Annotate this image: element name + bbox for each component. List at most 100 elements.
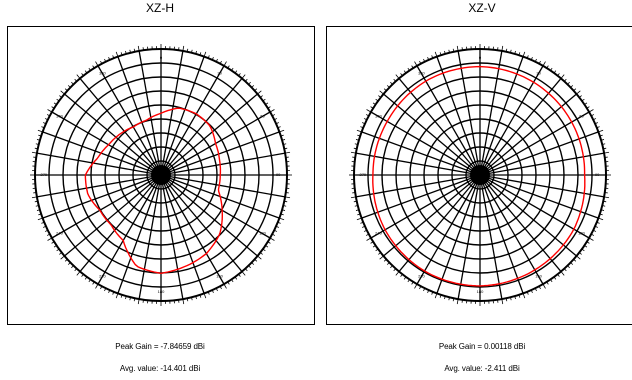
outer-tick-350 [456,45,459,51]
outer-tick-242 [365,233,369,236]
outer-tick-234 [375,248,379,252]
outer-tick-28 [538,60,541,64]
outer-tick-50 [257,90,262,95]
outer-tick-214 [407,279,410,283]
outer-tick-18 [199,52,202,56]
outer-tick-198 [439,294,442,298]
outer-tick-132 [573,259,577,262]
grid-spoke-300 [370,111,481,176]
outer-tick-298 [46,114,50,117]
outer-tick-320 [76,74,81,79]
outer-tick-236 [372,245,376,248]
outer-tick-142 [238,274,241,277]
outer-tick-114 [594,225,599,228]
outer-tick-64 [274,118,278,121]
outer-tick-40 [241,74,246,79]
outer-tick-118 [591,233,595,236]
outer-tick-110 [279,217,285,221]
outer-tick-320 [395,74,400,79]
outer-tick-170 [182,299,185,305]
outer-tick-210 [95,283,99,289]
grid-spoke-310 [383,93,481,176]
outer-tick-310 [60,90,65,95]
outer-tick-338 [112,55,115,59]
outer-tick-28 [219,60,222,64]
chart-title-xz-v: XZ-V [468,1,496,15]
outer-tick-106 [601,209,605,211]
outer-tick-70 [279,129,285,133]
outer-tick-58 [267,106,271,109]
outer-tick-340 [434,51,438,57]
grid-spoke-160 [479,174,524,294]
outer-tick-22 [526,55,529,59]
outer-tick-336 [108,56,111,61]
outer-tick-64 [593,118,597,121]
outer-tick-144 [234,276,238,280]
outer-tick-160 [203,293,207,299]
outer-tick-236 [53,245,57,248]
outer-tick-342 [120,52,123,56]
outer-tick-150 [223,283,227,289]
outer-tick-16 [514,50,516,54]
outer-tick-308 [378,95,381,98]
outer-tick-134 [251,262,255,265]
outer-tick-322 [81,73,84,76]
angle-label-180: 180 [158,289,165,294]
outer-tick-332 [100,60,103,64]
outer-tick-212 [411,281,414,285]
outer-tick-250 [356,217,362,221]
outer-tick-166 [510,297,512,301]
grid-spoke-140 [479,174,562,272]
outer-tick-246 [361,225,366,228]
outer-tick-148 [227,281,230,285]
outer-tick-330 [95,61,99,67]
grid-spoke-30 [479,65,544,176]
outer-tick-130 [257,255,262,260]
outer-tick-100 [604,196,610,199]
grid-spoke-30 [160,65,225,176]
outer-tick-128 [579,252,582,255]
outer-tick-290 [37,129,43,133]
outer-tick-308 [59,95,62,98]
outer-tick-130 [576,255,581,260]
outer-tick-212 [92,281,95,285]
outer-tick-228 [64,259,68,262]
outer-tick-152 [219,286,222,290]
outer-tick-26 [534,58,537,62]
outer-tick-286 [36,139,40,141]
outer-tick-76 [602,143,606,145]
outer-tick-328 [411,65,414,69]
outer-tick-244 [363,229,367,232]
grid-spoke-50 [160,93,258,176]
grid-spoke-250 [361,174,481,219]
outer-tick-300 [366,109,372,113]
grid-spoke-240 [370,174,481,239]
grid-spoke-20 [479,56,524,176]
outer-tick-16 [195,50,197,54]
outer-tick-346 [129,49,131,53]
outer-tick-214 [88,279,91,283]
outer-tick-332 [419,60,422,64]
outer-tick-204 [108,289,111,294]
outer-tick-164 [195,296,197,300]
outer-tick-316 [390,81,393,85]
outer-tick-252 [357,213,361,216]
grid-spoke-80 [160,152,286,176]
outer-tick-12 [505,48,508,52]
grid-spoke-330 [416,65,481,176]
outer-tick-138 [245,268,248,272]
outer-tick-74 [601,139,605,141]
polar-plot-xz-h: 0 30 60 90 120 150 180 210 240 270 300 330 [7,26,315,325]
outer-tick-228 [383,259,387,262]
outer-tick-146 [231,279,234,283]
grid-spoke-260 [355,174,481,198]
outer-tick-296 [44,118,48,121]
outer-tick-44 [248,81,251,85]
outer-tick-66 [594,122,599,125]
outer-tick-68 [596,126,600,129]
outer-tick-302 [370,106,374,109]
outer-tick-126 [262,248,266,252]
outer-tick-140 [560,271,565,276]
grid-spoke-210 [416,174,481,285]
outer-tick-78 [284,147,288,150]
